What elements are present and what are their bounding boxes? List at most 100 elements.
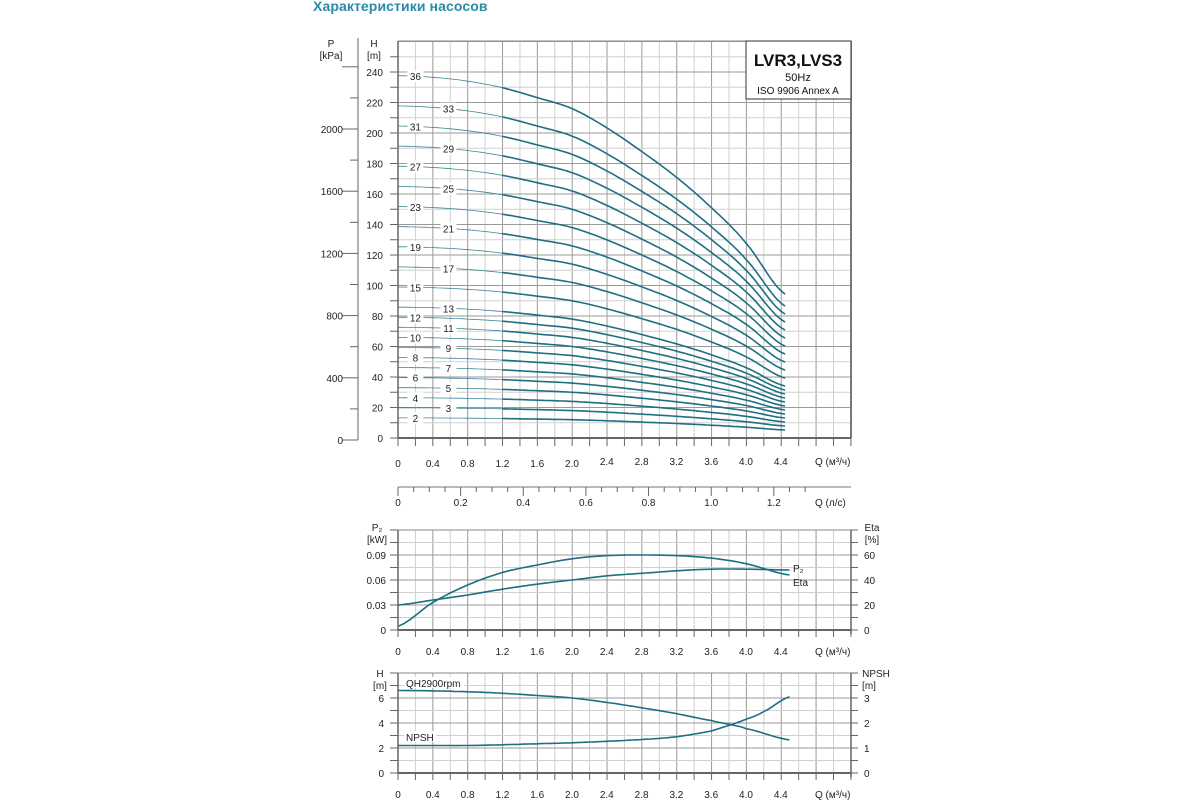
x-tick-label: 1.6: [530, 647, 544, 658]
x2-tick-label: 0.6: [579, 498, 593, 509]
x2-tick-label: 0: [395, 498, 401, 509]
curve-eta: [397, 554, 790, 628]
x-tick-label: 4.4: [774, 790, 788, 800]
x-axis-title: Q (м³/ч): [815, 790, 850, 800]
x-tick-label: 3.2: [669, 457, 683, 468]
x-tick-label: 1.6: [530, 790, 544, 800]
y-tick-label: 60: [372, 343, 384, 354]
x-tick-label: 0.4: [426, 790, 440, 800]
y2-tick-label: 400: [326, 374, 343, 385]
y2-tick-label: 40: [864, 576, 876, 587]
x-tick-label: 4.0: [739, 790, 753, 800]
y2-axis-title: NPSH: [862, 669, 890, 680]
curve-label-bg: [440, 362, 457, 375]
y2-tick-label: 0: [337, 436, 343, 447]
curve-stage-21: [502, 232, 786, 355]
page-title: Характеристики насосов: [313, 0, 488, 14]
y-tick-label: 0.06: [367, 576, 387, 587]
y-tick-label: 4: [378, 719, 384, 730]
curve-stage-36: [502, 86, 786, 295]
curve-stage-29: [502, 155, 786, 323]
curve-label-bg: [440, 302, 457, 315]
y-tick-label: 20: [372, 404, 384, 415]
y-axis-title: P₂: [372, 523, 383, 534]
x-tick-label: 3.2: [669, 647, 683, 658]
curve-label-stage: 23: [410, 203, 422, 214]
curve-stage-2: [502, 417, 786, 431]
curve-label-stage: 8: [413, 354, 419, 365]
curve-label-stage: 29: [443, 145, 455, 156]
y2-axis-unit: [m]: [862, 681, 876, 692]
x-tick-label: 0.4: [426, 459, 440, 470]
curve-stage-5: [502, 388, 786, 419]
curve-label-stage: 3: [446, 404, 452, 415]
x-tick-label: 2.8: [635, 790, 649, 800]
legend-label-eta: Eta: [793, 578, 808, 589]
x-tick-label: 0: [395, 459, 401, 470]
x-tick-label: 1.2: [495, 790, 509, 800]
curve-label-stage: 10: [410, 334, 422, 345]
curve-label-bg: [407, 120, 424, 133]
curve-label-bg: [440, 222, 457, 235]
x-axis-title: Q (м³/ч): [815, 647, 850, 658]
y2-tick-label: 1600: [321, 187, 344, 198]
curve-label-stage: 19: [410, 243, 422, 254]
x-tick-label: 1.6: [530, 459, 544, 470]
curve-label-bg: [407, 160, 424, 173]
curve-stage-11: [502, 330, 786, 395]
curve-stage-13: [502, 310, 786, 387]
x2-tick-label: 0.2: [454, 498, 468, 509]
x-tick-label: 2.0: [565, 790, 579, 800]
x-tick-label: 4.4: [774, 457, 788, 468]
x-tick-label: 3.6: [704, 790, 718, 800]
curve-label-stage: 4: [413, 394, 419, 405]
x-tick-label: 3.6: [704, 457, 718, 468]
curve-label-bg: [440, 142, 457, 155]
y-tick-label: 80: [372, 312, 384, 323]
curve-label-bg: [407, 281, 424, 294]
y2-tick-label: 3: [864, 694, 870, 705]
power-efficiency-chart: 0 0.03 0.06 0.09 0 20 40 60 0 0.4 0.8 1.2 1.6 2.0 2.4 2…: [367, 523, 880, 658]
curve-stage-15: [502, 291, 786, 379]
x2-axis-title: Q (л/с): [815, 498, 846, 509]
curve-stage-7: [502, 369, 786, 411]
curve-label-bg: [407, 70, 424, 83]
curve-label-stage: 17: [443, 264, 455, 275]
model-box: [745, 40, 852, 100]
y-tick-label: 0: [377, 434, 383, 445]
x-tick-label: 1.2: [495, 459, 509, 470]
curve-label-bg: [404, 677, 464, 688]
x-tick-label: 0.8: [461, 790, 475, 800]
y-tick-label: 40: [372, 373, 384, 384]
y-tick-label: 200: [366, 129, 383, 140]
curve-label-bg: [440, 382, 457, 395]
y2-axis-title: Eta: [864, 523, 879, 534]
curve-stage-19: [502, 252, 786, 363]
x2-tick-label: 0.4: [516, 498, 530, 509]
curve-label-stage: 11: [443, 324, 454, 335]
x-tick-label: 4.4: [774, 647, 788, 658]
y-tick-label: 240: [366, 68, 383, 79]
x-tick-label: 4.0: [739, 457, 753, 468]
y2-axis-unit: [kPa]: [320, 51, 343, 62]
y-tick-label: 140: [366, 221, 383, 232]
model-frequency: 50Hz: [785, 72, 811, 84]
y2-tick-label: 0: [864, 769, 870, 780]
y-tick-label: 0.03: [367, 601, 387, 612]
y-axis-unit: [m]: [367, 51, 381, 62]
curve-label-stage: 33: [443, 105, 455, 116]
y-axis-title: H: [376, 669, 383, 680]
x-axis-title: Q (м³/ч): [815, 457, 850, 468]
curve-label-bg: [407, 351, 424, 364]
curve-label-bg: [440, 182, 457, 195]
x-tick-label: 0: [395, 647, 401, 658]
y2-tick-label: 20: [864, 601, 876, 612]
head-curves-chart: 020406080100120140160180200220240H[m]040…: [320, 38, 852, 509]
curve-p2: [397, 568, 790, 606]
x2-tick-label: 0.8: [642, 498, 656, 509]
y-tick-label: 0.09: [367, 551, 387, 562]
x-tick-label: 2.8: [635, 457, 649, 468]
y-tick-label: 100: [366, 282, 383, 293]
y2-tick-label: 1: [864, 744, 870, 755]
